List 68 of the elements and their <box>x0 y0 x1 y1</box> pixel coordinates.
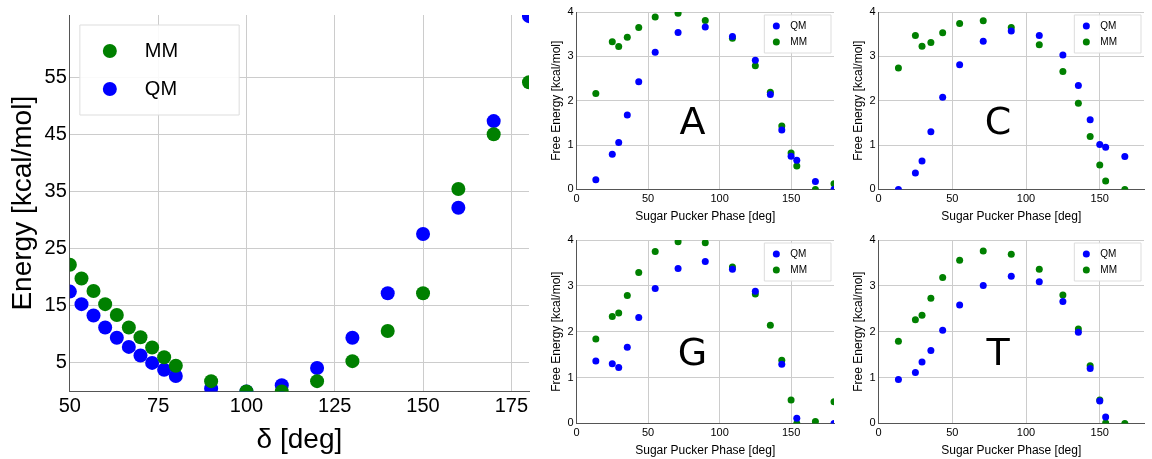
annotation: C <box>984 98 1012 143</box>
y-tick-label: 0 <box>869 182 876 195</box>
legend-label: QM <box>790 247 807 259</box>
x-tick-label: 100 <box>1016 426 1036 439</box>
legend-label: MM <box>144 38 179 61</box>
y-tick-label: 4 <box>567 5 574 18</box>
x-tick-label: 75 <box>147 393 170 416</box>
legend-label: MM <box>1100 263 1118 275</box>
y-tick-label: 3 <box>567 49 574 62</box>
x-axis-title: δ [deg] <box>256 422 343 454</box>
legend-label: MM <box>790 35 808 47</box>
x-tick-label: 50 <box>58 393 81 416</box>
y-tick-label: 3 <box>869 49 876 62</box>
y-tick-label: 0 <box>869 416 876 429</box>
x-tick-label: 50 <box>641 192 655 205</box>
x-axis-title: Sugar Pucker Phase [deg] <box>635 209 776 224</box>
x-tick-label: 150 <box>1090 426 1109 439</box>
legend-label: MM <box>790 263 808 275</box>
y-tick-label: 1 <box>869 370 876 383</box>
y-tick-label: 2 <box>869 324 876 337</box>
x-tick-label: 100 <box>710 426 729 439</box>
y-tick-label: 55 <box>44 65 67 88</box>
legend-label: QM <box>144 76 178 99</box>
legend-label: MM <box>1100 35 1118 47</box>
y-tick-label: 15 <box>44 293 67 316</box>
y-tick-label: 5 <box>55 350 67 373</box>
y-tick-label: 2 <box>869 93 876 106</box>
annotation: T <box>985 330 1011 375</box>
annotation: G <box>677 330 708 375</box>
y-tick-label: 1 <box>869 138 876 151</box>
y-axis-title: Free Energy [kcal/mol] <box>850 40 865 161</box>
legend-label: QM <box>1100 19 1117 31</box>
y-tick-label: 35 <box>44 179 67 202</box>
x-tick-label: 175 <box>494 393 529 416</box>
x-axis-title: Sugar Pucker Phase [deg] <box>941 443 1082 458</box>
x-tick-label: 100 <box>229 393 264 416</box>
y-axis-title: Energy [kcal/mol] <box>5 95 37 311</box>
x-tick-label: 100 <box>1016 192 1036 205</box>
x-tick-label: 150 <box>1090 192 1109 205</box>
y-tick-label: 45 <box>44 122 67 145</box>
y-tick-label: 4 <box>567 233 574 246</box>
x-tick-label: 125 <box>318 393 352 416</box>
y-tick-label: 4 <box>869 233 876 246</box>
y-tick-label: 0 <box>567 416 574 429</box>
y-tick-label: 1 <box>567 370 574 383</box>
legend-label: QM <box>1100 247 1117 259</box>
x-tick-label: 100 <box>710 192 729 205</box>
legend-label: QM <box>790 19 807 31</box>
x-tick-label: 150 <box>406 393 440 416</box>
x-axis-title: Sugar Pucker Phase [deg] <box>941 209 1082 224</box>
x-axis-title: Sugar Pucker Phase [deg] <box>635 443 776 458</box>
x-tick-label: 50 <box>641 426 655 439</box>
y-tick-label: 4 <box>869 5 876 18</box>
y-tick-label: 1 <box>567 138 574 151</box>
y-tick-label: 0 <box>567 182 574 195</box>
x-tick-label: 50 <box>946 192 959 205</box>
x-tick-label: 150 <box>781 192 801 205</box>
annotation: A <box>679 98 706 143</box>
x-tick-label: 150 <box>781 426 801 439</box>
y-tick-label: 2 <box>567 324 574 337</box>
y-tick-label: 3 <box>869 278 876 291</box>
y-axis-title: Free Energy [kcal/mol] <box>850 271 865 392</box>
y-axis-title: Free Energy [kcal/mol] <box>548 271 563 392</box>
y-tick-label: 2 <box>567 93 574 106</box>
x-tick-label: 50 <box>946 426 959 439</box>
y-tick-label: 3 <box>567 278 574 291</box>
y-axis-title: Free Energy [kcal/mol] <box>548 40 563 161</box>
y-tick-label: 25 <box>44 236 67 259</box>
